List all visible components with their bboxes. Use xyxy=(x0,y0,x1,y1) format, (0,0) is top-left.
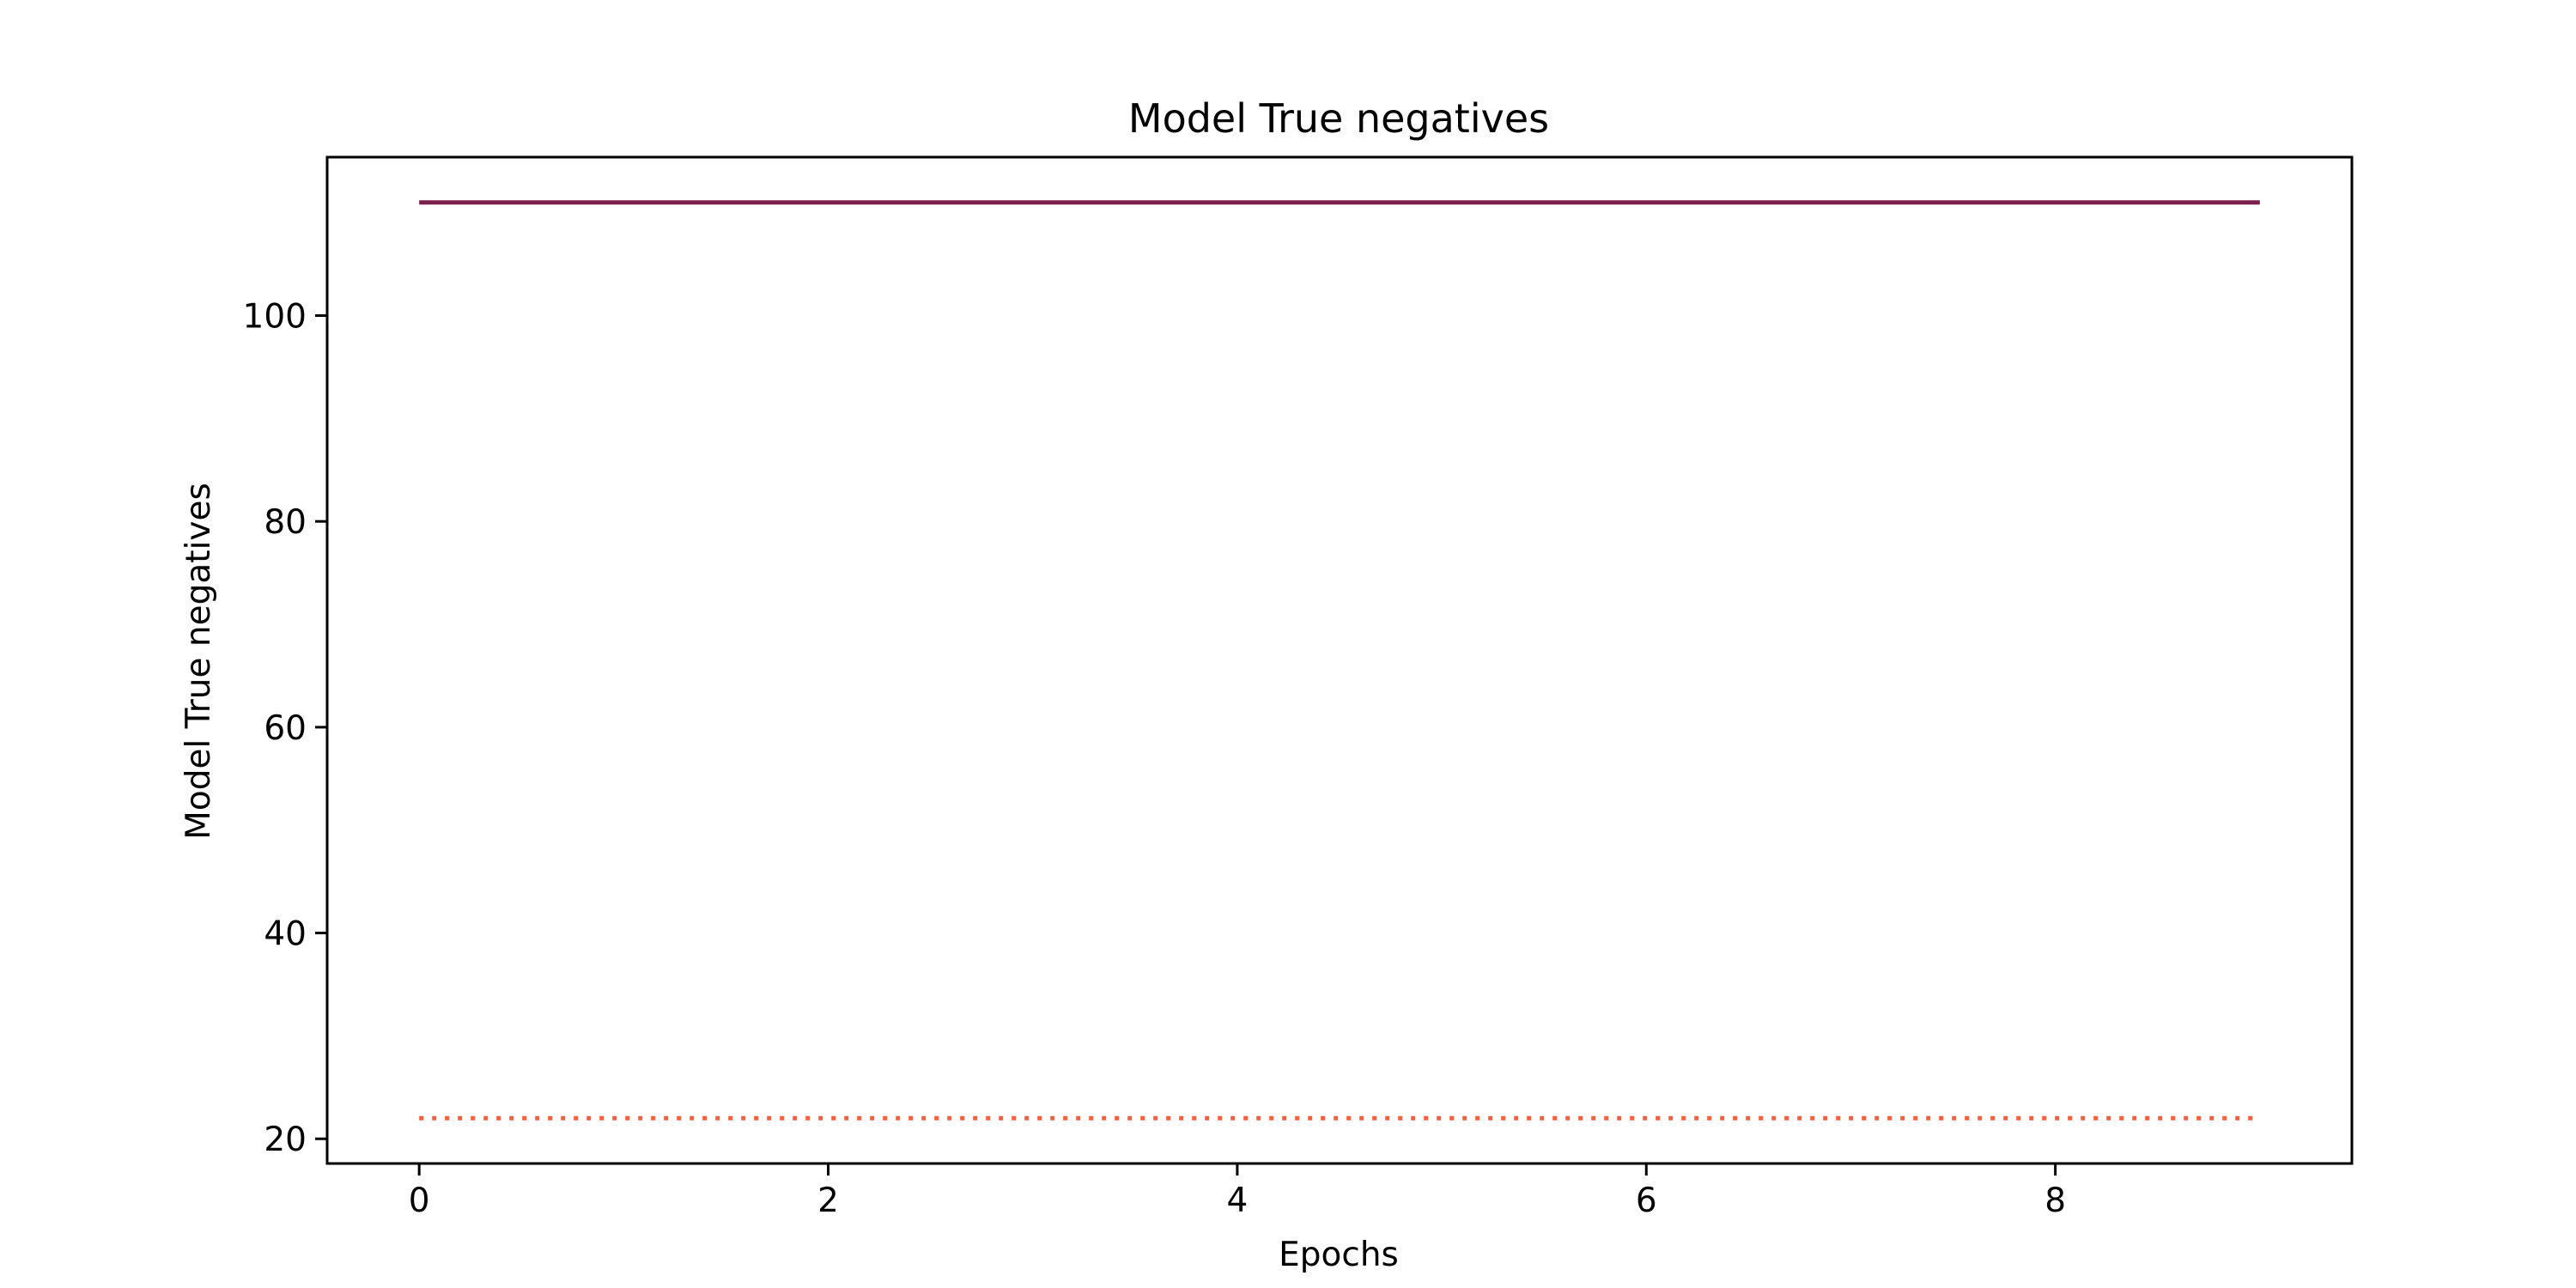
x-tick-label: 8 xyxy=(2044,1182,2066,1220)
x-axis-label: Epochs xyxy=(1279,1236,1399,1274)
x-tick-label: 6 xyxy=(1636,1182,1657,1220)
x-tick-label: 2 xyxy=(817,1182,839,1220)
series-layer xyxy=(419,200,2260,1121)
ticks-layer: 0 2 4 6 8 20 40 60 80 100 xyxy=(243,298,2067,1220)
x-tick-label: 4 xyxy=(1226,1182,1248,1220)
x-tick-label: 0 xyxy=(409,1182,430,1220)
y-tick-label: 100 xyxy=(243,298,307,337)
y-tick-label: 60 xyxy=(264,709,307,748)
chart-title: Model True negatives xyxy=(1128,95,1549,142)
y-axis-label: Model True negatives xyxy=(179,483,218,840)
plot-frame xyxy=(325,155,2354,1165)
y-tick-label: 80 xyxy=(264,503,307,542)
y-tick-label: 40 xyxy=(264,915,307,954)
y-tick-label: 20 xyxy=(264,1121,307,1159)
